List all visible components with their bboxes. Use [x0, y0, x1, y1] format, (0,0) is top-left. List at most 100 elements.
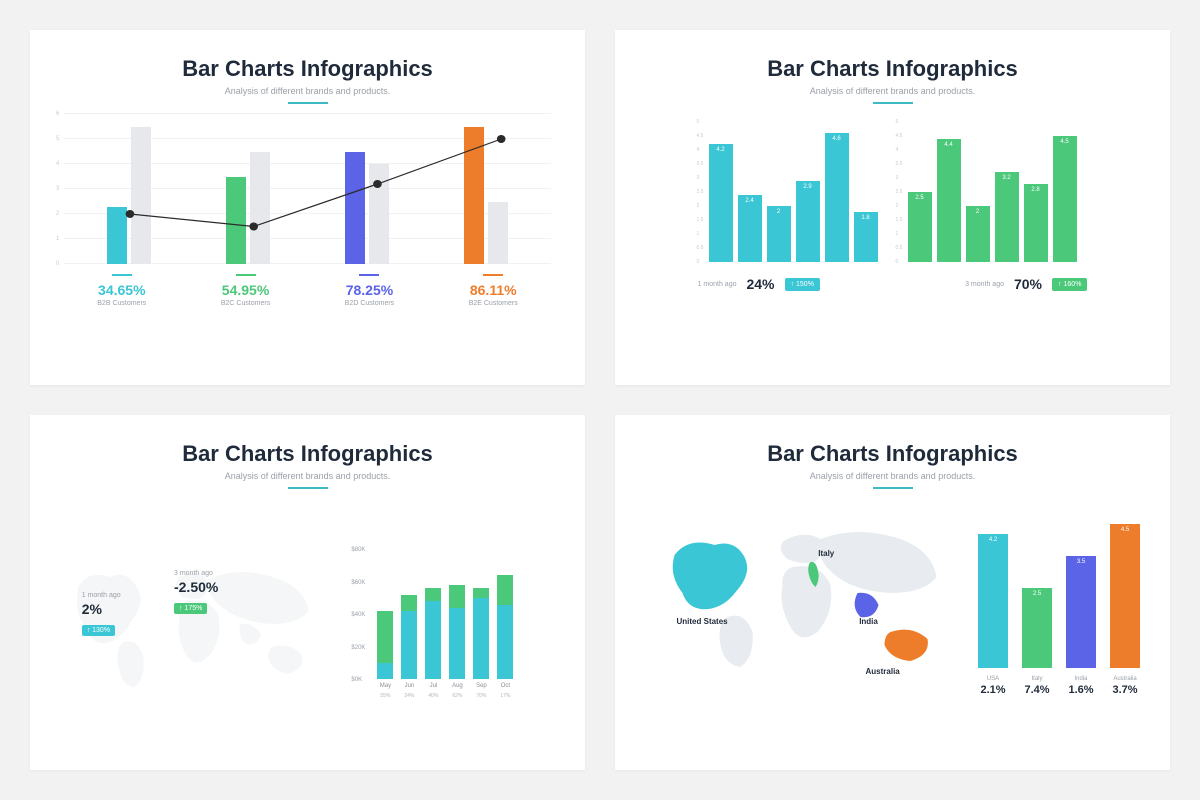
p3-body: 1 month ago 2% ↑ 130%3 month ago -2.50% …: [60, 499, 555, 750]
y-tick: 3.5: [896, 161, 903, 167]
y-tick: 3: [56, 186, 59, 192]
country-label: Italy: [818, 549, 834, 558]
segment-bottom: [497, 605, 513, 680]
bar-value: 2.5: [1022, 591, 1052, 597]
y-tick: 1.5: [697, 217, 704, 223]
y-tick: 0.5: [896, 245, 903, 251]
bar: 2.9: [796, 181, 820, 262]
bar-primary: [345, 152, 365, 265]
x-pct: 70%: [473, 693, 489, 699]
y-tick: 1: [896, 231, 899, 237]
p2-footer-left: 1 month ago 24% ↑ 150%: [698, 276, 820, 292]
p2-chart-right: 00.511.522.533.544.552.54.423.22.84.5: [908, 122, 1077, 262]
bar: 3.5: [1066, 556, 1096, 668]
country-label: United States: [677, 617, 728, 626]
period-label: 3 month ago: [965, 281, 1004, 288]
x-label: Oct: [497, 683, 513, 689]
label-group: 54.95% B2C Customers: [221, 274, 270, 307]
y-tick: 0: [697, 259, 700, 265]
y-tick: 1: [697, 231, 700, 237]
bar: 2: [966, 206, 990, 262]
bar-value: 4.5: [1053, 139, 1077, 145]
bar-value: 4.4: [937, 142, 961, 148]
y-tick: $60K: [351, 580, 365, 586]
segment-top: [425, 588, 441, 601]
p2-footer: 1 month ago 24% ↑ 150% 3 month ago 70% ↑…: [645, 276, 1140, 292]
p4-chart: 4.2 2.5 3.5 4.5: [978, 508, 1140, 668]
bar-primary: [107, 207, 127, 265]
x-label: May: [377, 683, 393, 689]
y-tick: $40K: [351, 612, 365, 618]
title-underline: [873, 487, 913, 489]
stacked-bar: [473, 588, 489, 679]
color-underline: [112, 274, 132, 276]
bar-secondary: [131, 127, 151, 265]
title-underline: [288, 102, 328, 104]
label-group: 86.11% B2E Customers: [469, 274, 518, 307]
x-label: Sep: [473, 683, 489, 689]
y-tick: $0K: [351, 677, 362, 683]
country-label: Australia: [866, 667, 900, 676]
p1-labels: 34.65% B2B Customers 54.95% B2C Customer…: [60, 274, 555, 307]
label-group: 78.25% B2D Customers: [345, 274, 394, 307]
color-underline: [236, 274, 256, 276]
segment-bottom: [425, 601, 441, 679]
bar-group: [345, 152, 389, 265]
bar-value: 2.4: [738, 198, 762, 204]
bar: 4.6: [825, 133, 849, 262]
panel-1: Bar Charts Infographics Analysis of diff…: [30, 30, 585, 385]
panel-subtitle: Analysis of different brands and product…: [225, 86, 390, 96]
bar-value: 3.5: [1066, 559, 1096, 565]
segment-bottom: [401, 611, 417, 679]
y-tick: 4.5: [697, 133, 704, 139]
panel-2: Bar Charts Infographics Analysis of diff…: [615, 30, 1170, 385]
color-underline: [483, 274, 503, 276]
color-underline: [359, 274, 379, 276]
category-label: B2B Customers: [97, 300, 146, 307]
percent-value: 54.95%: [221, 282, 270, 298]
y-tick: 5: [896, 119, 899, 125]
y-tick: 3.5: [697, 161, 704, 167]
segment-top: [377, 611, 393, 663]
bar: 4.2: [709, 144, 733, 262]
stat-value: 2%: [82, 601, 121, 617]
bar: 4.2: [978, 534, 1008, 668]
bar-group: [464, 127, 508, 265]
bar-secondary: [488, 202, 508, 265]
p3-xlabels: MayJunJulAugSepOct: [351, 683, 555, 689]
p2-charts: 00.511.522.533.544.554.22.422.94.61.8 00…: [645, 122, 1140, 262]
y-tick: 4: [896, 147, 899, 153]
y-tick: 6: [56, 111, 59, 117]
bar-value: 2: [767, 209, 791, 215]
bar-value: 3.2: [995, 175, 1019, 181]
title-underline: [873, 102, 913, 104]
bar: 4.5: [1053, 136, 1077, 262]
bar-value: 4.2: [978, 537, 1008, 543]
p4-body: United StatesItalyIndiaAustralia 4.22.53…: [645, 507, 1140, 697]
y-tick: 2: [697, 203, 700, 209]
panel-title: Bar Charts Infographics: [182, 56, 433, 82]
stacked-bar: [425, 588, 441, 679]
label-group: 34.65% B2B Customers: [97, 274, 146, 307]
country-name: USA: [978, 676, 1008, 682]
bar: 2.5: [908, 192, 932, 262]
segment-bottom: [473, 598, 489, 679]
bar-primary: [464, 127, 484, 265]
map-stat: 3 month ago -2.50% ↑ 175%: [174, 570, 218, 615]
bar: 1.8: [854, 212, 878, 262]
x-pct: 17%: [497, 693, 513, 699]
y-tick: 0.5: [697, 245, 704, 251]
category-label: B2E Customers: [469, 300, 518, 307]
y-tick: $80K: [351, 547, 365, 553]
x-pct: 40%: [425, 693, 441, 699]
p1-chart: 0123456: [60, 114, 555, 264]
segment-top: [473, 588, 489, 598]
bar: 2.8: [1024, 184, 1048, 262]
y-tick: 5: [697, 119, 700, 125]
bar-group: [226, 152, 270, 265]
percent-value: 34.65%: [97, 282, 146, 298]
bar: 4.5: [1110, 524, 1140, 668]
stat-badge: ↑ 130%: [82, 625, 115, 636]
y-tick: 5: [56, 136, 59, 142]
p3-xpcts: 55%24%40%62%70%17%: [351, 693, 555, 699]
